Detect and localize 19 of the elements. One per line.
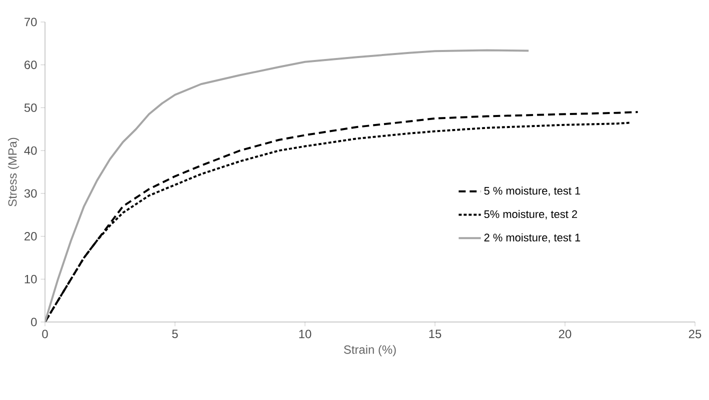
x-tick-label: 5	[172, 330, 178, 338]
y-tick-label: 0	[31, 318, 37, 326]
y-tick-label: 20	[24, 232, 37, 241]
y-tick-label: 40	[24, 146, 37, 155]
x-tick-label: 25	[688, 330, 702, 338]
legend-label: 2 % moisture, test 1	[484, 233, 580, 243]
x-tick-label: 10	[299, 330, 312, 338]
y-tick-label: 70	[24, 18, 37, 26]
legend-label: 5% moisture, test 2	[484, 210, 578, 220]
x-tick-label: 20	[558, 330, 572, 338]
x-tick-label: 15	[429, 330, 442, 338]
x-tick-label: 0	[42, 330, 48, 338]
y-tick-label: 30	[24, 189, 37, 198]
legend-label: 5 % moisture, test 1	[484, 186, 580, 196]
y-tick-label: 10	[24, 274, 37, 284]
y-tick-label: 60	[24, 60, 37, 70]
x-axis-title: Strain (%)	[344, 345, 396, 356]
y-tick-label: 50	[24, 103, 37, 112]
y-axis-title: Stress (MPa)	[8, 138, 20, 206]
